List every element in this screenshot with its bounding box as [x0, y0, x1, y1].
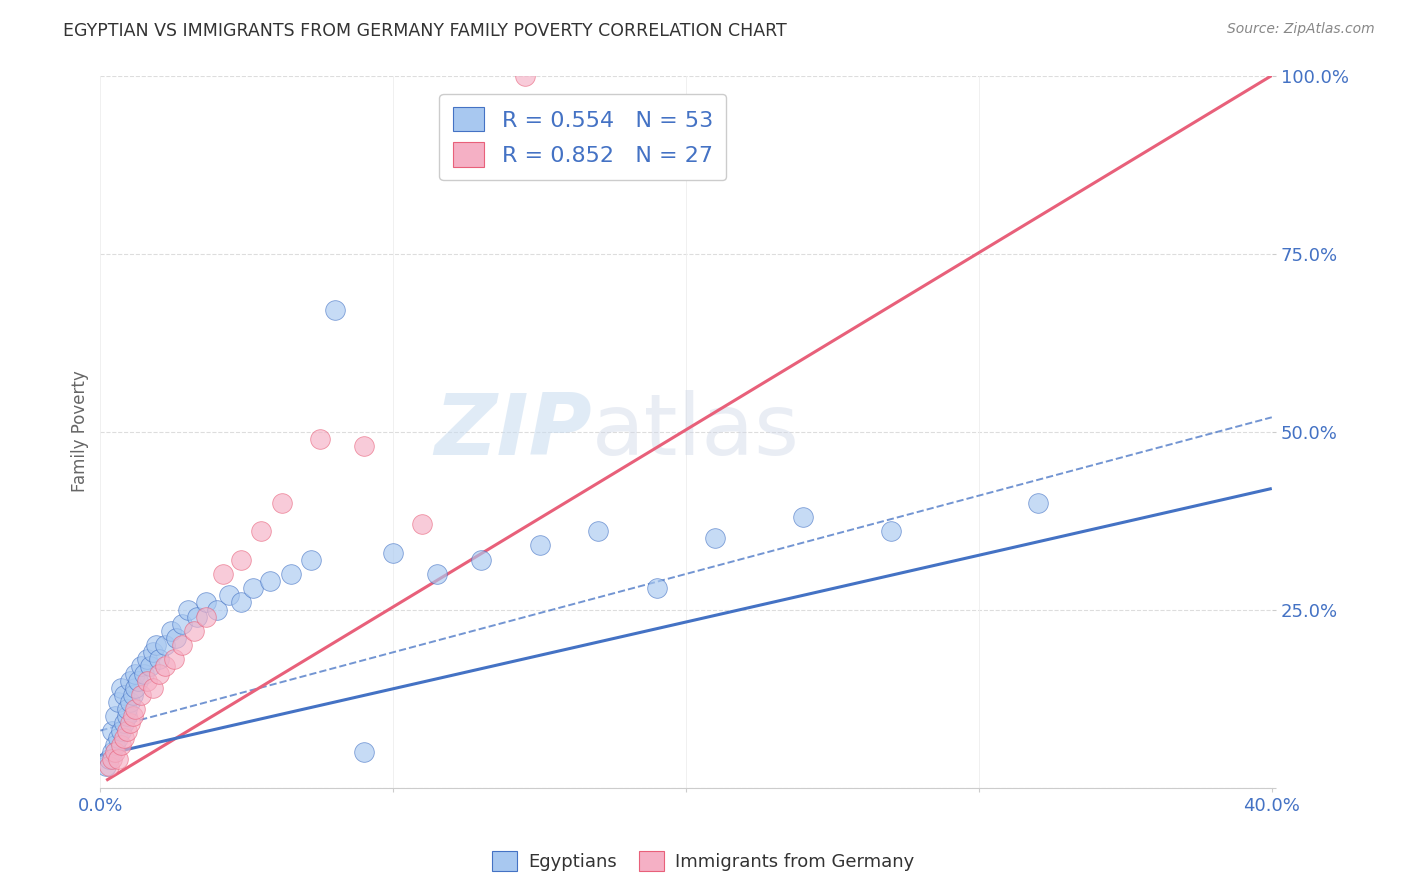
Point [148, 652, 170, 666]
Legend: Egyptians, Immigrants from Germany: Egyptians, Immigrants from Germany [485, 844, 921, 879]
Point [353, 745, 375, 759]
Point [104, 709, 127, 723]
Point [110, 681, 132, 695]
Point [166, 631, 188, 645]
Point [101, 745, 124, 759]
Point [1026, 496, 1049, 510]
Point [172, 638, 194, 652]
Point [586, 524, 609, 539]
Point [139, 659, 162, 673]
Point [212, 566, 235, 581]
Point [309, 432, 332, 446]
Point [513, 69, 536, 83]
Point [229, 552, 252, 566]
Point [153, 638, 176, 652]
Point [280, 566, 302, 581]
Point [218, 588, 240, 602]
Point [259, 574, 281, 588]
Point [323, 303, 346, 318]
Point [148, 666, 170, 681]
Point [136, 652, 159, 666]
Point [470, 552, 492, 566]
Point [121, 688, 143, 702]
Point [101, 723, 124, 738]
Point [183, 624, 205, 638]
Point [153, 659, 176, 673]
Point [177, 602, 200, 616]
Point [207, 602, 229, 616]
Point [229, 595, 252, 609]
Point [104, 738, 127, 752]
Point [645, 581, 668, 595]
Point [880, 524, 903, 539]
Point [124, 681, 146, 695]
Point [134, 666, 156, 681]
Point [101, 752, 124, 766]
Point [98, 759, 121, 773]
Point [529, 538, 551, 552]
Point [250, 524, 273, 539]
Y-axis label: Family Poverty: Family Poverty [72, 371, 89, 492]
Point [131, 688, 153, 702]
Point [112, 688, 135, 702]
Point [142, 645, 165, 659]
Point [131, 659, 153, 673]
Point [127, 673, 149, 688]
Point [411, 517, 433, 532]
Point [194, 595, 217, 609]
Point [186, 609, 208, 624]
Point [194, 609, 217, 624]
Point [107, 731, 129, 745]
Point [107, 752, 129, 766]
Point [118, 673, 141, 688]
Point [124, 666, 146, 681]
Point [115, 709, 138, 723]
Point [142, 681, 165, 695]
Point [112, 731, 135, 745]
Text: ZIP: ZIP [434, 390, 592, 473]
Point [145, 638, 167, 652]
Point [121, 709, 143, 723]
Point [299, 552, 322, 566]
Point [115, 723, 138, 738]
Point [98, 752, 121, 766]
Point [115, 702, 138, 716]
Point [704, 532, 727, 546]
Point [96, 759, 118, 773]
Point [110, 723, 132, 738]
Text: atlas: atlas [592, 390, 800, 473]
Point [162, 652, 184, 666]
Point [792, 510, 814, 524]
Point [118, 716, 141, 731]
Point [382, 545, 405, 559]
Point [124, 702, 146, 716]
Point [242, 581, 264, 595]
Point [159, 624, 181, 638]
Point [172, 616, 194, 631]
Point [107, 695, 129, 709]
Legend: R = 0.554   N = 53, R = 0.852   N = 27: R = 0.554 N = 53, R = 0.852 N = 27 [440, 94, 727, 180]
Text: EGYPTIAN VS IMMIGRANTS FROM GERMANY FAMILY POVERTY CORRELATION CHART: EGYPTIAN VS IMMIGRANTS FROM GERMANY FAMI… [63, 22, 787, 40]
Point [136, 673, 159, 688]
Point [110, 738, 132, 752]
Point [118, 695, 141, 709]
Point [104, 745, 127, 759]
Text: Source: ZipAtlas.com: Source: ZipAtlas.com [1227, 22, 1375, 37]
Point [112, 716, 135, 731]
Point [271, 496, 294, 510]
Point [426, 566, 449, 581]
Point [353, 439, 375, 453]
